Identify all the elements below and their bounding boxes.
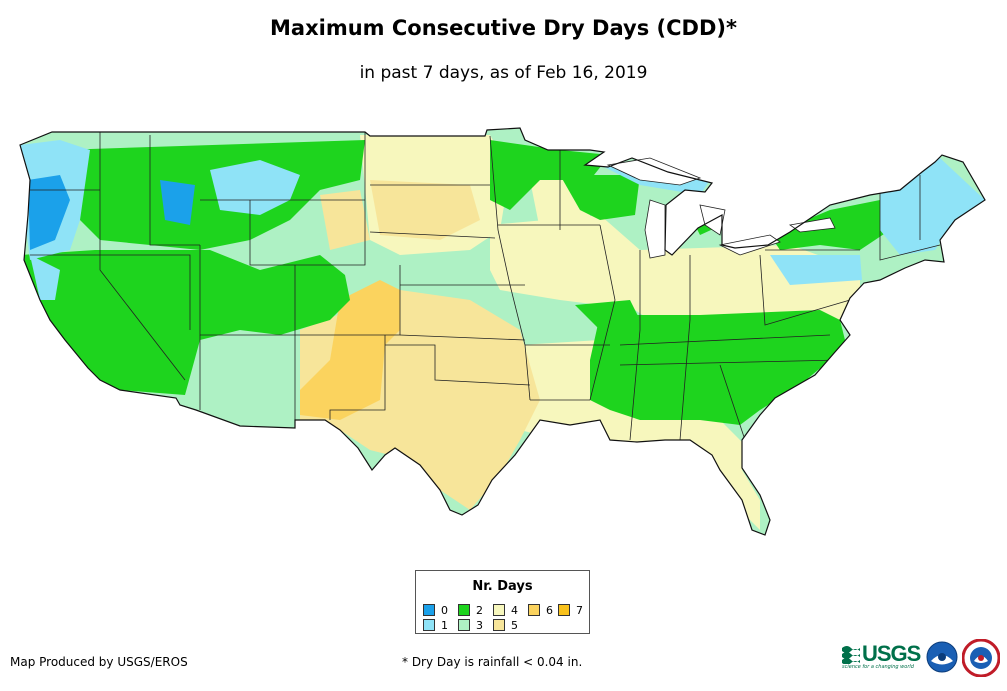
boundary-ca-nv [99, 255, 186, 381]
region-gulf-coast [520, 340, 760, 530]
boundary-central [489, 135, 531, 401]
region-coastal-oregon [28, 175, 70, 250]
legend-label-5: 5 [511, 619, 518, 632]
noaa-logo-icon [926, 641, 958, 673]
legend-item-5: 5 [493, 619, 518, 632]
legend-swatch-4 [493, 604, 505, 616]
boundary-west-1 [99, 130, 191, 330]
region-idaho [160, 180, 195, 225]
legend-label-0: 0 [441, 604, 448, 617]
state-boundaries [30, 130, 941, 441]
region-dakotas [370, 180, 480, 240]
legend-item-2: 2 [458, 604, 483, 617]
boundary-pa-wv [759, 254, 851, 326]
region-wyoming-east [320, 190, 370, 250]
legend-swatch-7 [558, 604, 570, 616]
map-title: Maximum Consecutive Dry Days (CDD)* [270, 16, 737, 40]
usgs-wave-icon [842, 646, 860, 664]
legend: Nr. Days 0 1 2 3 4 5 6 7 [415, 570, 590, 634]
legend-swatch-2 [458, 604, 470, 616]
legend-label-6: 6 [546, 604, 553, 617]
region-missouri-bootheel [575, 300, 640, 330]
usgs-logo: USGS science for a changing world [842, 641, 922, 673]
boundary-id [149, 135, 200, 246]
region-northern-rockies [60, 140, 365, 250]
lake-superior [606, 157, 702, 186]
legend-label-3: 3 [476, 619, 483, 632]
region-montana [210, 160, 300, 215]
boundary-tn-south [619, 359, 841, 366]
boundary-sd-ne [369, 231, 496, 239]
region-northern-california [30, 255, 60, 300]
boundary-in-oh [679, 255, 691, 441]
lake-ontario [788, 217, 836, 233]
boundary-new-england [879, 190, 941, 261]
region-southeast [590, 310, 845, 425]
boundary-ks-ok [399, 334, 526, 341]
great-lakes [606, 157, 836, 259]
lake-erie [718, 234, 781, 256]
usgs-wordmark: USGS [862, 641, 921, 666]
lake-michigan [644, 199, 666, 259]
legend-swatch-3 [458, 619, 470, 631]
legend-swatch-5 [493, 619, 505, 631]
legend-label-1: 1 [441, 619, 448, 632]
usgs-tagline: science for a changing world [842, 664, 914, 670]
boundary-mississippi-river [589, 224, 616, 401]
region-new-mexico-colorado [300, 280, 400, 420]
legend-label-4: 4 [511, 604, 518, 617]
boundary-ga-sc [719, 364, 746, 441]
legend-item-0: 0 [423, 604, 448, 617]
legend-swatch-1 [423, 619, 435, 631]
legend-item-4: 4 [493, 604, 518, 617]
boundary-ut [199, 245, 296, 336]
boundary-tn-ky [619, 334, 831, 346]
precip-regions [20, 128, 985, 535]
boundary-ok-tx [385, 344, 531, 386]
legend-title: Nr. Days [472, 579, 533, 594]
map-subtitle: in past 7 days, as of Feb 16, 2019 [359, 63, 648, 83]
region-great-basin [20, 250, 350, 395]
region-wisconsin [560, 175, 640, 220]
boundary-il-in [629, 250, 641, 441]
nws-logo-icon [962, 639, 1000, 677]
legend-swatch-6 [528, 604, 540, 616]
boundary-wy [249, 132, 366, 266]
region-minnesota [490, 140, 610, 210]
legend-swatch-0 [423, 604, 435, 616]
boundary-nm [329, 335, 386, 420]
legend-item-3: 3 [458, 619, 483, 632]
region-pennsylvania [770, 255, 862, 285]
map-producer-credit: Map Produced by USGS/EROS [10, 655, 188, 669]
legend-item-1: 1 [423, 619, 448, 632]
dry-day-footnote: * Dry Day is rainfall < 0.04 in. [402, 655, 583, 669]
legend-label-2: 2 [476, 604, 483, 617]
legend-item-6: 6 [528, 604, 553, 617]
legend-label-7: 7 [576, 604, 583, 617]
legend-item-7: 7 [558, 604, 583, 617]
